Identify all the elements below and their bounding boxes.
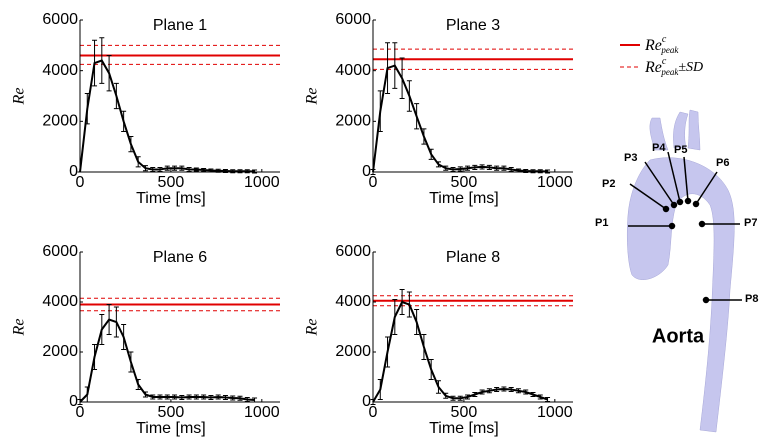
chart-title: Plane 3 <box>446 17 500 34</box>
legend-sub: peak <box>660 45 679 55</box>
diagram-title: Aorta <box>652 325 705 347</box>
mean-line <box>79 59 255 173</box>
x-tick-label: 0 <box>76 174 85 191</box>
y-tick-label: 0 <box>69 163 78 180</box>
x-tick-label: 500 <box>158 404 185 421</box>
y-tick-label: 4000 <box>42 62 78 79</box>
chart: 0 2000 4000 6000 0 500 1000 Time [ms] Re Plane 3 <box>304 11 573 207</box>
y-tick-label: 2000 <box>42 113 78 130</box>
aorta-body <box>626 157 735 433</box>
legend-sup: c <box>662 34 667 45</box>
legend-base: Re <box>644 37 662 54</box>
chart-title: Plane 8 <box>446 249 500 266</box>
y-tick-label: 2000 <box>335 343 371 360</box>
y-tick-label: 6000 <box>335 243 371 260</box>
mean-line <box>79 318 255 403</box>
plane-label: P3 <box>624 152 637 164</box>
x-tick-label: 500 <box>158 174 185 191</box>
error-bar <box>545 169 551 174</box>
plane-labels: P1 P2 P3 P4 P5 P6 P7 P8 <box>595 142 758 305</box>
legend-label: Rec peak±SD <box>644 56 703 77</box>
legend-base: Re <box>644 59 662 76</box>
aorta-diagram: P1 P2 P3 P4 P5 P6 P7 P8 Aorta <box>595 109 758 433</box>
plane-label: P5 <box>674 144 687 156</box>
chart: 0 2000 4000 6000 0 500 1000 Time [ms] Re Plane 8 <box>304 243 573 437</box>
plane-label: P2 <box>602 178 615 190</box>
y-tick-label: 0 <box>69 393 78 410</box>
y-tick-label: 6000 <box>42 243 78 260</box>
y-tick-label: 4000 <box>335 293 371 310</box>
aorta-branches <box>649 109 701 151</box>
legend: Rec peak Rec peak±SD <box>620 34 703 77</box>
y-tick-label: 2000 <box>335 113 371 130</box>
chart: 0 2000 4000 6000 0 500 1000 Time [ms] Re Plane 1 <box>11 11 280 207</box>
x-axis-label: Time [ms] <box>429 420 499 437</box>
y-tick-label: 4000 <box>42 293 78 310</box>
x-tick-label: 1000 <box>537 174 573 191</box>
legend-sub: peak <box>660 67 679 77</box>
x-tick-label: 500 <box>451 404 478 421</box>
chart-title: Plane 6 <box>153 249 207 266</box>
plane-label: P4 <box>652 142 666 154</box>
y-axis-label: Re <box>11 319 28 337</box>
x-tick-label: 0 <box>369 404 378 421</box>
x-axis-label: Time [ms] <box>429 190 499 207</box>
x-axis-label: Time [ms] <box>136 420 206 437</box>
x-tick-label: 1000 <box>537 404 573 421</box>
x-tick-label: 500 <box>451 174 478 191</box>
y-tick-label: 0 <box>362 393 371 410</box>
mean-line <box>372 300 548 403</box>
x-axis-label: Time [ms] <box>136 190 206 207</box>
y-tick-label: 2000 <box>42 343 78 360</box>
y-axis-label: Re <box>304 319 321 337</box>
mean-line <box>372 64 548 173</box>
y-tick-label: 0 <box>362 163 371 180</box>
x-tick-label: 0 <box>369 174 378 191</box>
error-bar <box>252 169 258 174</box>
y-tick-label: 6000 <box>335 11 371 28</box>
y-tick-label: 4000 <box>335 62 371 79</box>
legend-sup: c <box>662 56 667 67</box>
chart-title: Plane 1 <box>153 17 207 34</box>
plane-markers <box>628 151 742 304</box>
y-axis-label: Re <box>11 88 28 106</box>
plane-label: P7 <box>744 217 757 229</box>
legend-label: Rec peak <box>644 34 679 55</box>
plane-label: P1 <box>595 217 608 229</box>
plane-label: P8 <box>745 293 758 305</box>
y-tick-label: 6000 <box>42 11 78 28</box>
x-tick-label: 1000 <box>244 404 280 421</box>
y-axis-label: Re <box>304 88 321 106</box>
plane-label: P6 <box>716 157 729 169</box>
chart: 0 2000 4000 6000 0 500 1000 Time [ms] Re Plane 6 <box>11 243 280 437</box>
legend-suffix: ±SD <box>678 60 703 75</box>
x-tick-label: 1000 <box>244 174 280 191</box>
x-tick-label: 0 <box>76 404 85 421</box>
